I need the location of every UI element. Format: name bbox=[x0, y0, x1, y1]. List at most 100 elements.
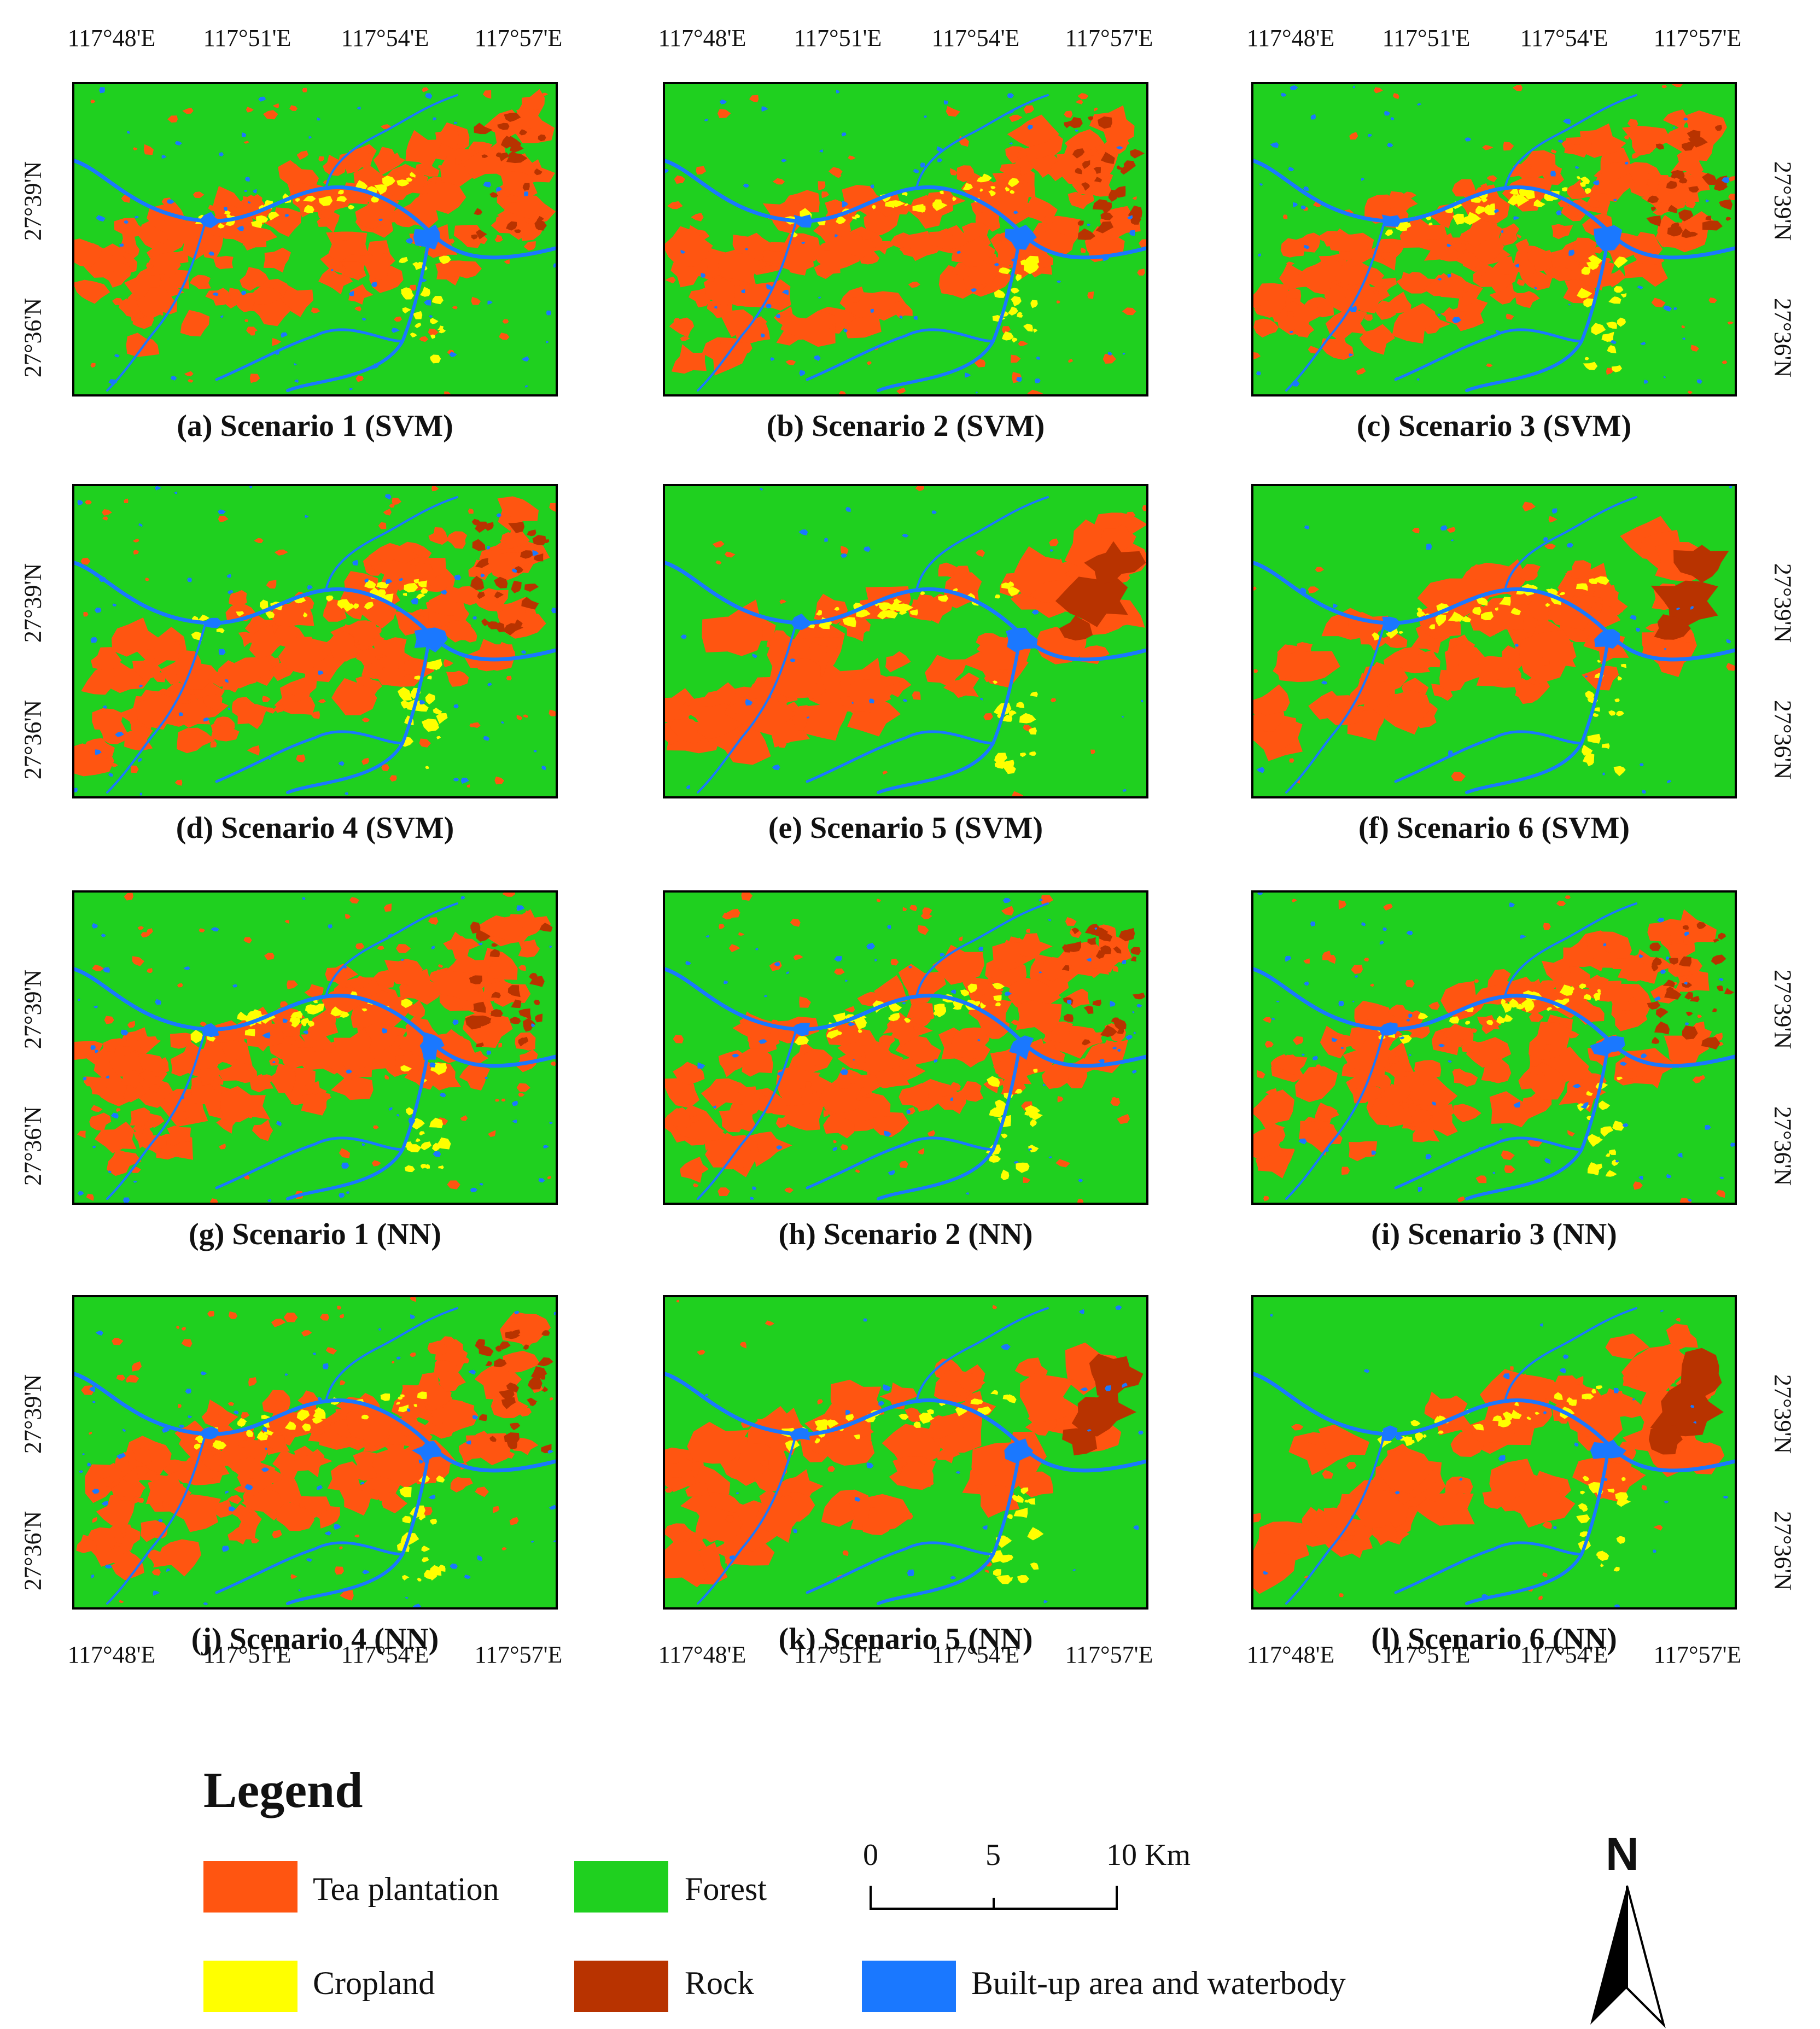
land-cover-patch bbox=[434, 1339, 464, 1366]
land-cover-patch bbox=[289, 164, 300, 172]
land-cover-patch bbox=[1666, 956, 1670, 960]
land-cover-patch bbox=[1499, 1476, 1576, 1528]
land-cover-patch bbox=[351, 1074, 359, 1081]
land-cover-patch bbox=[1452, 317, 1461, 323]
land-cover-patch bbox=[874, 958, 878, 962]
land-cover-patch bbox=[289, 105, 298, 111]
land-cover-patch bbox=[1418, 1187, 1422, 1192]
land-cover-patch bbox=[1011, 1019, 1020, 1025]
land-cover-patch bbox=[1087, 1429, 1092, 1432]
land-cover-patch bbox=[1018, 933, 1053, 959]
land-cover-patch bbox=[339, 1193, 345, 1198]
land-cover-patch bbox=[249, 624, 285, 659]
land-cover-patch bbox=[1270, 1314, 1273, 1317]
land-cover-patch bbox=[494, 776, 505, 785]
land-cover-patch bbox=[975, 212, 1001, 232]
land-cover-patch bbox=[725, 1515, 734, 1523]
land-cover-patch bbox=[1287, 287, 1292, 290]
land-cover-patch bbox=[452, 1019, 459, 1025]
land-cover-patch bbox=[965, 372, 971, 378]
land-cover-patch bbox=[1666, 180, 1677, 189]
land-cover-patch bbox=[1417, 578, 1489, 628]
land-cover-patch bbox=[497, 496, 539, 531]
land-cover-patch bbox=[844, 679, 891, 713]
land-cover-patch bbox=[736, 1457, 740, 1460]
classified-map bbox=[1253, 486, 1735, 796]
land-cover-patch bbox=[843, 329, 848, 333]
land-cover-patch bbox=[272, 103, 279, 108]
land-cover-patch bbox=[233, 226, 267, 251]
land-cover-patch bbox=[1033, 1069, 1038, 1073]
land-cover-patch bbox=[1638, 954, 1643, 958]
land-cover-patch bbox=[92, 964, 104, 971]
land-cover-patch bbox=[1286, 1526, 1291, 1529]
land-cover-patch bbox=[364, 578, 369, 583]
land-cover-patch bbox=[1717, 985, 1724, 992]
land-cover-patch bbox=[491, 992, 501, 999]
land-cover-patch bbox=[331, 678, 377, 715]
land-cover-patch bbox=[1437, 313, 1441, 316]
land-cover-patch bbox=[95, 1050, 98, 1053]
land-cover-patch bbox=[123, 253, 132, 259]
land-cover-patch bbox=[1122, 959, 1127, 965]
land-cover-patch bbox=[1068, 191, 1094, 209]
land-cover-patch bbox=[1584, 188, 1591, 195]
land-cover-patch bbox=[460, 778, 469, 784]
land-cover-patch bbox=[269, 1063, 296, 1093]
land-cover-patch bbox=[718, 340, 721, 345]
land-cover-patch bbox=[907, 1569, 914, 1577]
land-cover-patch bbox=[667, 201, 683, 209]
land-cover-patch bbox=[1275, 1054, 1308, 1075]
land-cover-patch bbox=[208, 205, 215, 212]
waterway-line bbox=[806, 1541, 995, 1594]
waterway-line bbox=[106, 622, 207, 794]
land-cover-patch bbox=[926, 1409, 934, 1414]
land-cover-patch bbox=[377, 946, 384, 950]
land-cover-patch bbox=[1062, 944, 1072, 953]
land-cover-patch bbox=[1636, 627, 1641, 632]
land-cover-patch bbox=[1687, 390, 1693, 394]
land-cover-patch bbox=[283, 1313, 298, 1322]
land-cover-patch bbox=[174, 640, 182, 645]
land-cover-patch bbox=[274, 549, 288, 556]
land-cover-patch bbox=[430, 1519, 438, 1525]
land-cover-patch bbox=[133, 550, 139, 555]
land-cover-patch bbox=[1253, 1552, 1296, 1594]
land-cover-patch bbox=[1486, 1019, 1494, 1025]
land-cover-patch bbox=[1080, 247, 1086, 253]
land-cover-patch bbox=[491, 1009, 503, 1017]
land-cover-patch bbox=[132, 1361, 142, 1372]
land-cover-patch bbox=[1516, 234, 1522, 238]
land-cover-patch bbox=[1613, 1604, 1620, 1607]
land-cover-patch bbox=[1434, 1043, 1440, 1048]
land-cover-patch bbox=[1323, 1507, 1354, 1526]
land-cover-patch bbox=[535, 1013, 543, 1023]
latitude-tick-label: 27°36'N bbox=[1769, 298, 1796, 378]
land-cover-patch bbox=[929, 228, 956, 252]
land-cover-patch bbox=[902, 1002, 906, 1005]
land-cover-patch bbox=[472, 539, 486, 551]
land-cover-patch bbox=[429, 1062, 436, 1068]
land-cover-patch bbox=[1082, 1039, 1091, 1046]
land-cover-patch bbox=[480, 573, 485, 578]
land-cover-patch bbox=[116, 1374, 126, 1381]
land-cover-patch bbox=[120, 1069, 145, 1089]
land-cover-patch bbox=[911, 1063, 917, 1068]
land-cover-patch bbox=[168, 697, 213, 728]
land-cover-patch bbox=[970, 1398, 982, 1405]
land-cover-patch bbox=[1129, 230, 1136, 236]
land-cover-patch bbox=[399, 1486, 412, 1497]
land-cover-patch bbox=[712, 540, 725, 548]
land-cover-patch bbox=[322, 1094, 331, 1100]
land-cover-patch bbox=[1286, 261, 1295, 266]
land-cover-patch bbox=[1020, 169, 1029, 177]
land-cover-patch bbox=[1654, 996, 1661, 1001]
land-cover-patch bbox=[1537, 657, 1550, 666]
land-cover-patch bbox=[1495, 330, 1501, 334]
land-cover-patch bbox=[863, 1318, 867, 1322]
waterway-line bbox=[1285, 1433, 1386, 1605]
land-cover-patch bbox=[1440, 525, 1448, 531]
land-cover-patch bbox=[452, 586, 483, 605]
land-cover-patch bbox=[1385, 291, 1411, 314]
land-cover-patch bbox=[481, 154, 488, 158]
